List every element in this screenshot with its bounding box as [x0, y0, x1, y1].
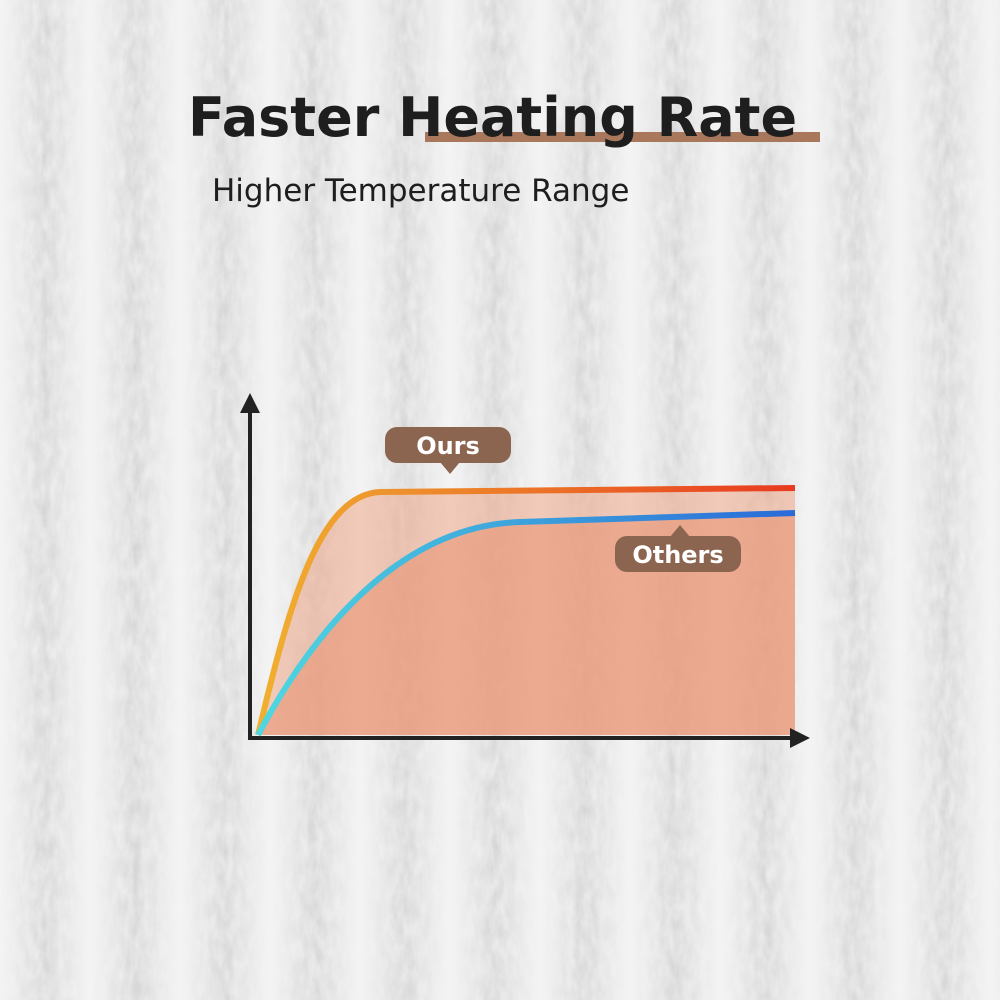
label-ours: Ours: [416, 432, 480, 460]
underline: [425, 132, 820, 142]
callout-others: [615, 536, 741, 572]
callout-ours: [385, 427, 511, 463]
diagram: Ours Others: [240, 393, 810, 748]
subtitle: Higher Temperature Range: [212, 173, 629, 209]
label-others: Others: [632, 541, 723, 569]
curve-others: [255, 510, 796, 737]
x-arrow: [790, 728, 810, 748]
title: Faster Heating Rate: [188, 86, 797, 149]
curve-ours: [255, 485, 796, 736]
callout-pointer: [440, 462, 460, 474]
callout-pointer: [670, 525, 690, 537]
y-arrow: [240, 393, 260, 413]
